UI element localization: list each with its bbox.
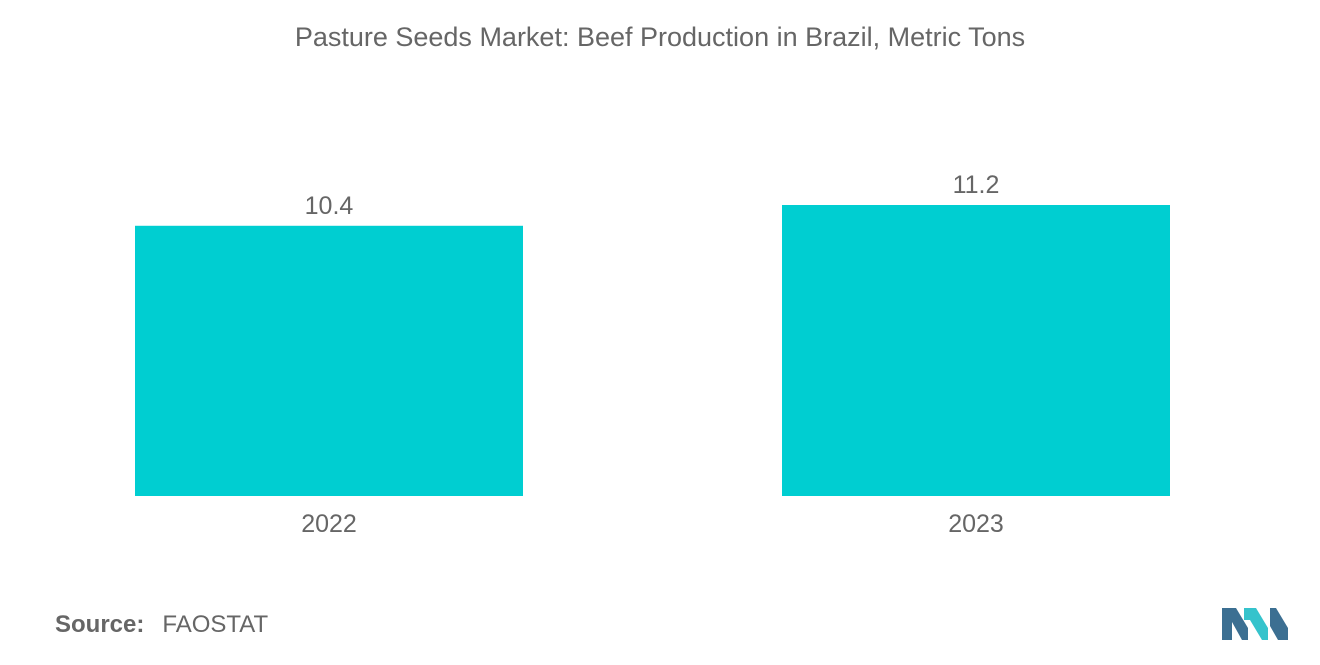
x-tick-label-2023: 2023 [948,510,1004,538]
chart-title: Pasture Seeds Market: Beef Production in… [294,22,1026,52]
bar-chart: 10.4 2022 11.2 2023 [135,171,1170,538]
bar-2023 [782,205,1170,496]
mordor-intelligence-logo-icon [1222,608,1288,640]
x-tick-label-2022: 2022 [301,510,357,538]
data-label-2022: 10.4 [305,192,354,220]
data-label-2023: 11.2 [953,171,1000,199]
source-value: FAOSTAT [162,611,269,638]
bar-2022 [135,225,523,497]
source-note: Source: FAOSTAT [55,611,268,639]
source-label: Source: [55,611,145,638]
